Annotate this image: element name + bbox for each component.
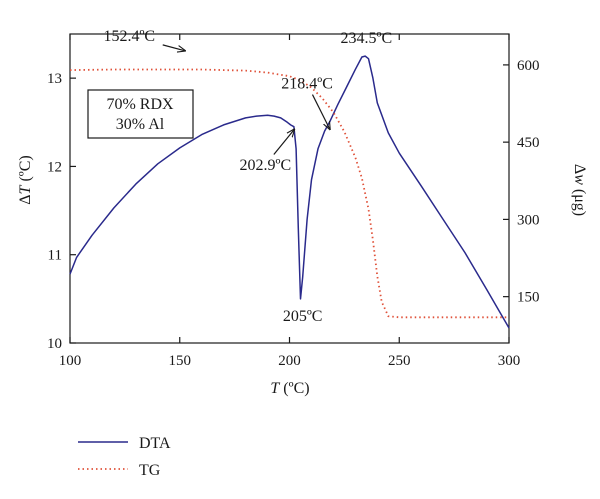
annotation-label: 152.4ºC [103, 28, 155, 45]
annotation-label: 202.9ºC [240, 157, 292, 174]
y-left-tick-label: 10 [47, 336, 62, 352]
x-tick-label: 250 [388, 353, 411, 369]
y-right-tick-label: 150 [517, 290, 540, 306]
series-line-tg [69, 68, 509, 319]
axis-ticks: 100 150 200 250 300 10 11 12 13 150 300 450 600 [47, 34, 540, 369]
annotation-arrow [162, 44, 185, 51]
y-right-tick-label: 600 [517, 58, 540, 74]
x-axis-title: T (ºC) [270, 380, 309, 397]
sample-box-line1: 70% RDX [106, 96, 174, 113]
y-axis-left-title: ΔT (ºC) [17, 155, 34, 205]
annotation-label: 218.4ºC [281, 76, 333, 93]
annotation-label: 234.5ºC [341, 30, 393, 47]
x-tick-label: 300 [498, 353, 521, 369]
y-left-tick-label: 12 [47, 159, 62, 175]
series-line-dta [69, 55, 510, 329]
y-right-tick-label: 300 [517, 212, 540, 228]
legend: DTA TG [78, 435, 171, 479]
series-lines [69, 55, 510, 329]
y-axis-right-title: Δw (μg) [571, 164, 588, 216]
legend-label-dta: DTA [139, 435, 171, 452]
sample-box-frame [87, 89, 194, 139]
y-left-tick-label: 13 [47, 71, 62, 87]
annotation-label: 205ºC [283, 308, 323, 325]
sample-box-line2: 30% Al [116, 116, 165, 133]
x-tick-label: 200 [278, 353, 301, 369]
annotation-arrow [311, 94, 329, 130]
y-left-tick-label: 11 [48, 248, 62, 264]
x-tick-label: 100 [59, 353, 82, 369]
y-right-tick-label: 450 [517, 135, 540, 151]
annotation-arrow [273, 129, 294, 155]
annotations: 152.4ºC 218.4ºC 234.5ºC 202.9ºC 205ºC [103, 28, 392, 325]
x-tick-label: 150 [169, 353, 192, 369]
legend-label-tg: TG [139, 462, 161, 479]
sample-box: 70% RDX 30% Al [87, 89, 194, 139]
